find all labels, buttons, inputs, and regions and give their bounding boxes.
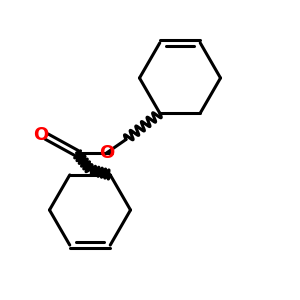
Text: O: O bbox=[99, 144, 114, 162]
Text: O: O bbox=[34, 126, 49, 144]
